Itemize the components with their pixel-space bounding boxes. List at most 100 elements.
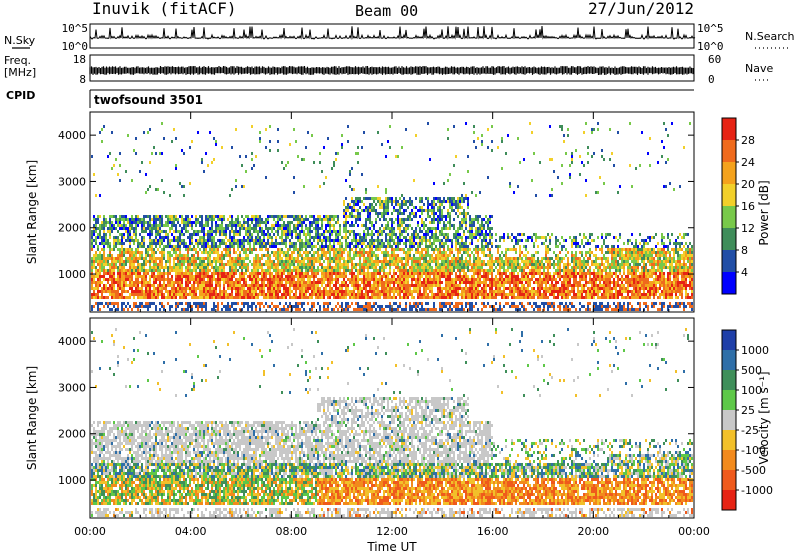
power-cell bbox=[433, 302, 435, 305]
power-cell bbox=[269, 140, 271, 143]
power-cell bbox=[411, 218, 413, 221]
power-cell bbox=[381, 293, 383, 296]
power-cell bbox=[473, 233, 475, 236]
power-cell bbox=[227, 251, 229, 254]
power-cell bbox=[179, 242, 181, 245]
power-cell bbox=[301, 293, 303, 296]
power-cell bbox=[331, 167, 333, 170]
power-cell bbox=[395, 281, 397, 284]
power-cell bbox=[255, 254, 257, 257]
power-cell bbox=[185, 257, 187, 260]
power-cell bbox=[435, 296, 437, 299]
power-cell bbox=[141, 290, 143, 293]
power-cell bbox=[227, 284, 229, 287]
power-cell bbox=[437, 215, 439, 218]
power-cell bbox=[201, 260, 203, 263]
power-cell bbox=[155, 260, 157, 263]
power-cell bbox=[201, 242, 203, 245]
power-cell bbox=[107, 257, 109, 260]
power-cell bbox=[259, 290, 261, 293]
power-cell bbox=[347, 278, 349, 281]
power-cell bbox=[327, 305, 329, 308]
power-cell bbox=[315, 257, 317, 260]
power-cell bbox=[457, 197, 459, 200]
power-cell bbox=[211, 233, 213, 236]
power-cell bbox=[403, 263, 405, 266]
power-cell bbox=[135, 290, 137, 293]
power-cell bbox=[285, 284, 287, 287]
power-cell bbox=[125, 281, 127, 284]
power-cell bbox=[243, 185, 245, 188]
power-cell bbox=[321, 170, 323, 173]
power-cell bbox=[351, 293, 353, 296]
power-cell bbox=[449, 227, 451, 230]
power-cell bbox=[269, 272, 271, 275]
power-cell bbox=[327, 257, 329, 260]
power-cell bbox=[447, 296, 449, 299]
power-cell bbox=[205, 305, 207, 308]
power-cell bbox=[469, 227, 471, 230]
power-cell bbox=[457, 206, 459, 209]
power-cell bbox=[451, 251, 453, 254]
power-cell bbox=[389, 281, 391, 284]
power-cell bbox=[349, 242, 351, 245]
power-cell bbox=[451, 257, 453, 260]
power-cell bbox=[349, 212, 351, 215]
power-cell bbox=[299, 284, 301, 287]
power-cell bbox=[277, 263, 279, 266]
power-cell bbox=[169, 194, 171, 197]
power-cell bbox=[103, 125, 105, 128]
power-cell bbox=[143, 293, 145, 296]
power-cell bbox=[421, 251, 423, 254]
power-cell bbox=[277, 278, 279, 281]
power-cell bbox=[133, 239, 135, 242]
power-cell bbox=[335, 281, 337, 284]
power-cell bbox=[349, 170, 351, 173]
power-cell bbox=[475, 293, 477, 296]
power-cell bbox=[389, 302, 391, 305]
power-cell bbox=[229, 269, 231, 272]
power-cell bbox=[97, 278, 99, 281]
power-cell bbox=[327, 230, 329, 233]
power-cell bbox=[437, 281, 439, 284]
power-cell bbox=[447, 269, 449, 272]
power-cell bbox=[309, 227, 311, 230]
power-cell bbox=[457, 215, 459, 218]
power-cell bbox=[237, 296, 239, 299]
power-cell bbox=[403, 203, 405, 206]
power-cell bbox=[123, 260, 125, 263]
power-cell bbox=[131, 254, 133, 257]
power-cell bbox=[475, 296, 477, 299]
power-cell bbox=[205, 242, 207, 245]
power-cell bbox=[229, 266, 231, 269]
power-cell bbox=[363, 248, 365, 251]
power-cell bbox=[153, 278, 155, 281]
power-cell bbox=[409, 284, 411, 287]
power-cell bbox=[301, 266, 303, 269]
power-cell bbox=[99, 224, 101, 227]
power-cell bbox=[149, 287, 151, 290]
power-cell bbox=[213, 248, 215, 251]
power-cell bbox=[133, 227, 135, 230]
power-cell bbox=[231, 293, 233, 296]
power-cell bbox=[369, 218, 371, 221]
power-cell bbox=[443, 302, 445, 305]
power-cell bbox=[313, 287, 315, 290]
power-cell bbox=[169, 257, 171, 260]
power-cell bbox=[399, 227, 401, 230]
power-cell bbox=[387, 254, 389, 257]
power-cell bbox=[219, 242, 221, 245]
power-cell bbox=[455, 308, 457, 311]
power-cell bbox=[275, 257, 277, 260]
power-cell bbox=[169, 263, 171, 266]
power-cell bbox=[147, 251, 149, 254]
power-cell bbox=[451, 293, 453, 296]
power-cell bbox=[397, 305, 399, 308]
power-cell bbox=[171, 278, 173, 281]
power-cell bbox=[151, 266, 153, 269]
power-cell bbox=[391, 236, 393, 239]
power-cell bbox=[329, 290, 331, 293]
power-cell bbox=[311, 215, 313, 218]
power-cell bbox=[149, 284, 151, 287]
power-cell bbox=[333, 245, 335, 248]
